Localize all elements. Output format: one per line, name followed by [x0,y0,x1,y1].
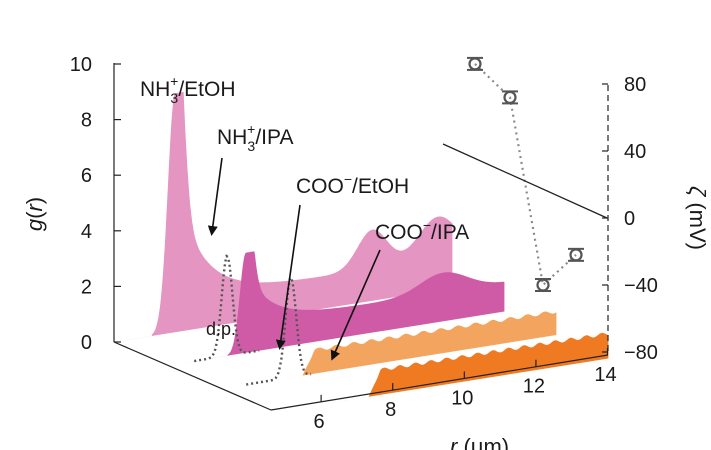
floor-left-edge [113,341,272,411]
left-axis-label-main: g [22,218,47,231]
right-tick-label: −40 [624,275,658,297]
left-tick-label: 10 [70,54,92,76]
left-axis-label-arg: r [22,203,47,212]
left-axis-title: g(r) [22,197,47,231]
right-axis-label-close: ) [685,243,710,250]
left-axis-ticks: 0 2 4 6 8 10 [70,54,121,354]
right-axis-label-main: ζ [685,186,710,198]
bottom-tick-label: 6 [314,411,325,433]
label-coo-ipa-sup: − [423,217,431,233]
bottom-axis-label-close: ) [502,434,509,450]
left-tick-label: 4 [81,221,92,243]
right-tick-label: 80 [624,74,646,96]
ribbon-3 [260,311,557,383]
zeta-marker [569,248,583,262]
label-nh3-ipa-base: NH [217,126,247,149]
zeta-marker [468,57,482,71]
label-coo-etoh-sup: − [344,171,352,187]
right-axis-ticks: 80 40 0 −40 −80 [602,74,658,364]
left-tick-label: 2 [81,276,92,298]
ribbon-4 [326,332,609,404]
left-tick-label: 8 [81,110,92,132]
label-nh3-etoh-base: NH [140,78,170,101]
zeta-marker [503,90,517,105]
zeta-markers [467,56,584,292]
bottom-axis-label-unit: μm [471,434,502,450]
right-axis-title: ζ (mV) [685,186,710,250]
left-tick-label: 0 [81,332,92,354]
label-nh3-ipa-sup: + [247,121,255,137]
bottom-axis-title: r (μm) [450,434,509,450]
series-label-nh3-etoh: NH3+/EtOH [140,73,236,106]
bottom-tick-label: 14 [594,364,616,386]
floor-front-edge [270,354,609,411]
series-label-nh3-ipa: NH3+/IPA [217,121,293,154]
zeta-marker [536,278,550,292]
rdf-ribbons [114,92,609,404]
ribbon-2 [184,251,505,363]
left-axis-label-paren-close: ) [22,197,47,204]
left-axis-label-paren-open: ( [22,211,47,219]
label-nh3-ipa-rest: /IPA [255,126,293,149]
arrow-coo-etoh [275,204,301,350]
label-coo-ipa-base: COO [375,221,423,244]
bottom-tick-label: 8 [385,399,396,421]
bottom-tick-label: 10 [451,387,473,409]
arrow-coo-ipa [330,249,381,361]
dp-trace-2 [246,275,312,386]
dp-label: d.p. [206,319,236,339]
label-nh3-etoh-sub: 3 [170,90,178,106]
bottom-axis-label-main: r [450,434,459,450]
right-tick-label: 40 [624,141,646,163]
right-tick-label: 0 [624,208,635,230]
label-nh3-ipa-sub: 3 [247,138,255,154]
right-axis-label-open: ( [685,196,710,210]
label-nh3-etoh-sup: + [170,73,178,89]
label-coo-etoh-base: COO [296,175,344,198]
label-nh3-etoh-rest: /EtOH [178,78,235,101]
right-tick-label: −80 [624,342,658,364]
series-label-coo-ipa: COO−/IPA [375,217,469,244]
zeta-dotted-line [474,63,577,288]
zeta-zero-line [442,143,608,219]
label-coo-ipa-rest: /IPA [431,221,469,244]
series-label-coo-etoh: COO−/EtOH [296,171,409,198]
left-tick-label: 6 [81,165,92,187]
arrow-nh3-ipa [207,157,223,236]
dp-trace-1 [194,254,260,363]
bottom-axis-label-open: ( [457,434,471,450]
right-axis-label-unit: mV [685,210,710,243]
bottom-tick-label: 12 [523,376,545,398]
label-coo-etoh-rest: /EtOH [352,175,409,198]
